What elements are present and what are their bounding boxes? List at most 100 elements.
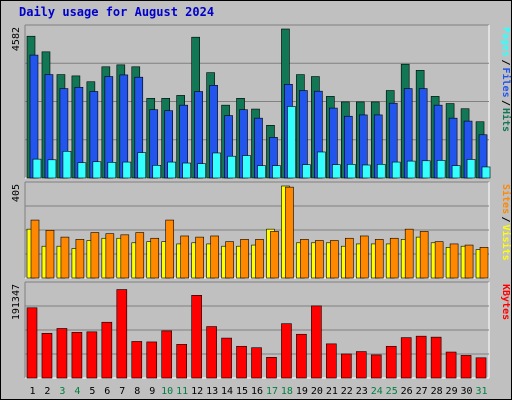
bar-sites	[30, 219, 40, 279]
bar-kbytes	[176, 344, 187, 379]
bar-sites	[165, 219, 175, 279]
x-tick-label: 9	[149, 386, 155, 397]
x-tick-label: 22	[341, 386, 353, 397]
x-tick-label: 17	[266, 386, 278, 397]
bar-kbytes	[415, 335, 427, 379]
panel-hits_files_pages: 4582 Pages / Files / Hits	[11, 24, 511, 179]
x-tick-label: 29	[446, 386, 458, 397]
legend-separator: /	[500, 60, 511, 66]
bar-sites	[404, 228, 414, 279]
bar-sites	[210, 235, 219, 279]
bar-pages	[242, 155, 251, 179]
bar-pages	[451, 165, 461, 179]
bar-sites	[464, 244, 474, 279]
bar-pages	[436, 160, 446, 179]
bar-kbytes	[116, 289, 128, 379]
bar-sites	[150, 237, 160, 279]
bar-kbytes	[191, 295, 202, 379]
x-tick-label: 21	[326, 386, 338, 397]
bar-sites	[315, 240, 324, 279]
x-tick-label: 2	[44, 386, 50, 397]
bar-kbytes	[326, 343, 337, 379]
bar-sites	[120, 234, 130, 279]
bar-pages	[107, 162, 117, 179]
legend-label: KBytes	[500, 284, 511, 320]
panel-sites_visits: 405 Sites / Visits	[11, 181, 511, 279]
bar-kbytes	[86, 331, 98, 379]
y-max-label: 191347	[11, 284, 22, 320]
bar-pages	[376, 164, 386, 179]
bar-pages	[197, 163, 206, 179]
bar-kbytes	[385, 345, 397, 379]
bar-kbytes	[161, 330, 173, 379]
x-tick-label: 20	[311, 386, 323, 397]
bar-kbytes	[281, 323, 292, 379]
x-tick-label: 8	[134, 386, 140, 397]
bar-sites	[389, 237, 399, 279]
bar-sites	[419, 231, 429, 279]
bar-pages	[406, 160, 416, 179]
bar-kbytes	[370, 354, 382, 379]
bar-pages	[421, 160, 431, 179]
bar-pages	[466, 159, 476, 179]
legend-label: Pages	[500, 27, 511, 57]
bar-sites	[449, 243, 459, 279]
bar-kbytes	[131, 341, 143, 379]
bar-kbytes	[355, 351, 367, 379]
x-tick-label: 15	[236, 386, 248, 397]
bar-sites	[345, 237, 354, 279]
bar-pages	[92, 161, 102, 179]
bar-pages	[272, 165, 281, 179]
x-tick-label: 23	[356, 386, 368, 397]
bar-kbytes	[206, 326, 217, 379]
x-tick-label: 13	[206, 386, 218, 397]
legend-separator: /	[500, 100, 511, 106]
x-tick-label: 27	[416, 386, 428, 397]
x-tick-label: 16	[251, 386, 263, 397]
x-tick-label: 4	[74, 386, 80, 397]
bar-kbytes	[56, 328, 68, 379]
bar-kbytes	[221, 337, 232, 379]
bar-sites	[195, 236, 204, 279]
legend-hits_files_pages: Pages / Files / Hits	[500, 27, 511, 132]
bar-kbytes	[146, 341, 158, 379]
bar-pages	[167, 161, 177, 179]
bar-pages	[62, 151, 72, 179]
x-tick-label: 25	[386, 386, 398, 397]
bar-pages	[361, 164, 371, 179]
legend-kbytes: KBytes	[500, 284, 511, 320]
legend-label: Sites	[500, 184, 511, 214]
bar-pages	[332, 164, 341, 179]
x-tick-label: 5	[89, 386, 95, 397]
x-tick-label: 30	[461, 386, 473, 397]
bar-pages	[212, 152, 221, 179]
bar-sites	[45, 229, 55, 279]
x-tick-label: 12	[191, 386, 203, 397]
x-tick-label: 14	[221, 386, 233, 397]
x-tick-label: 7	[119, 386, 125, 397]
x-tick-label: 19	[296, 386, 308, 397]
y-max-label: 405	[11, 184, 22, 202]
chart-title: Daily usage for August 2024	[19, 5, 215, 19]
bar-pages	[77, 162, 87, 179]
bar-kbytes	[71, 332, 83, 379]
x-tick-label: 26	[401, 386, 413, 397]
bar-sites	[75, 239, 85, 279]
legend-sites_visits: Sites / Visits	[500, 184, 511, 261]
bar-pages	[152, 165, 162, 179]
panel-kbytes: 191347 KBytes	[11, 281, 511, 379]
legend-label: Hits	[500, 108, 511, 132]
bar-sites	[180, 235, 189, 279]
x-tick-label: 24	[371, 386, 383, 397]
bar-sites	[330, 240, 339, 279]
bar-kbytes	[430, 336, 442, 379]
x-tick-label: 28	[431, 386, 443, 397]
bar-pages	[47, 159, 57, 179]
bar-pages	[481, 166, 491, 179]
x-tick-label: 18	[281, 386, 293, 397]
legend-label: Files	[500, 68, 511, 98]
legend-label: Visits	[500, 225, 511, 261]
bar-kbytes	[460, 355, 472, 379]
bar-sites	[270, 231, 279, 279]
bar-sites	[225, 241, 234, 279]
